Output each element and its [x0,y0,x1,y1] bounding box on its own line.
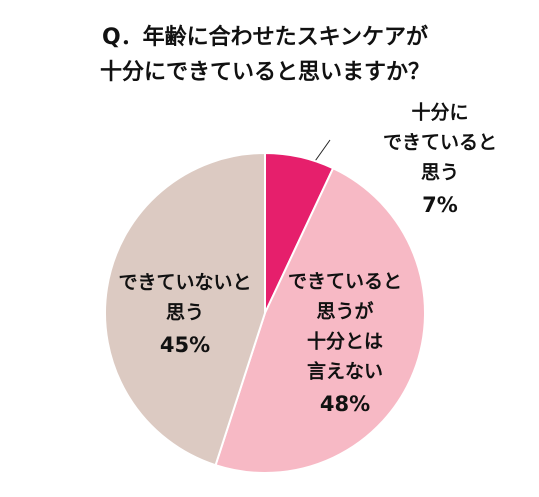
slice-label: 言えない [307,360,383,383]
value-label: 45% [160,333,210,357]
chart-title: 十分にできていると思いますか？ [100,60,430,85]
pie-slice [214,166,426,474]
slice-label: 思う [166,302,204,324]
value-label: 48% [320,392,370,416]
slice-label: 思うが [316,300,373,323]
slice-label: 十分とは [307,330,383,353]
slice-label: できていると [288,271,402,293]
slice-label: できていないと [118,272,251,294]
slice-label: 思う [421,162,459,184]
slice-label: 十分に [411,101,468,124]
value-label: 7% [422,193,458,217]
chart-title: Q．年齢に合わせたスキンケアが [102,24,428,50]
pie-slice [104,151,266,467]
slice-label: できていると [383,132,497,154]
